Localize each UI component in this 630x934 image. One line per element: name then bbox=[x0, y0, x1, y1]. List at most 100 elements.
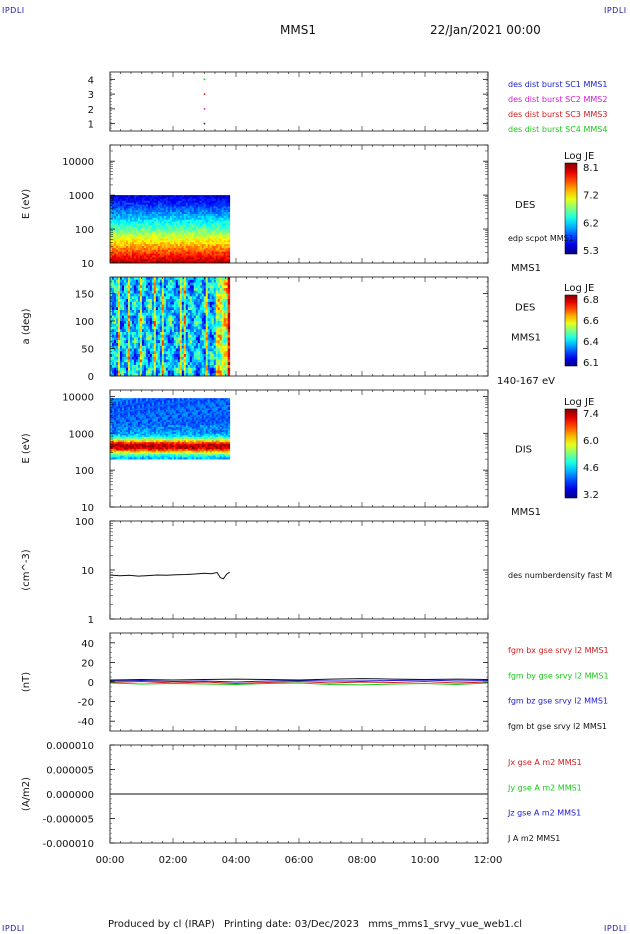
heatmap-cell bbox=[153, 362, 157, 366]
heatmap-cell bbox=[113, 362, 117, 366]
heatmap-cell bbox=[213, 290, 217, 294]
heatmap-cell bbox=[169, 326, 173, 330]
heatmap-cell bbox=[129, 365, 133, 369]
heatmap-cell bbox=[151, 217, 155, 221]
heatmap-cell bbox=[217, 213, 221, 217]
heatmap-cell bbox=[223, 351, 227, 355]
heatmap-cell bbox=[121, 215, 125, 219]
heatmap-cell bbox=[183, 312, 187, 316]
heatmap-cell bbox=[173, 301, 177, 305]
heatmap-cell bbox=[127, 304, 131, 308]
heatmap-cell bbox=[129, 337, 133, 341]
heatmap-cell bbox=[179, 279, 183, 283]
heatmap-cell bbox=[115, 432, 119, 435]
heatmap-cell bbox=[123, 282, 127, 286]
heatmap-cell bbox=[143, 351, 147, 355]
heatmap-cell bbox=[110, 277, 113, 281]
heatmap-cell bbox=[183, 373, 187, 377]
heatmap-cell bbox=[110, 448, 113, 452]
heatmap-cell bbox=[121, 236, 125, 239]
heatmap-cell bbox=[203, 356, 207, 360]
heatmap-cell bbox=[133, 234, 137, 238]
heatmap-cell bbox=[157, 229, 161, 232]
heatmap-cell bbox=[201, 351, 205, 355]
burst-point bbox=[203, 108, 206, 110]
heatmap-cell bbox=[149, 323, 153, 327]
heatmap-cell bbox=[143, 345, 147, 349]
heatmap-cell bbox=[211, 365, 215, 369]
heatmap-cell bbox=[135, 253, 139, 256]
heatmap-cell bbox=[115, 210, 119, 213]
heatmap-cell bbox=[135, 301, 139, 305]
heatmap-cell bbox=[129, 200, 133, 204]
heatmap-cell bbox=[149, 206, 153, 209]
heatmap-cell bbox=[115, 200, 119, 204]
heatmap-cell bbox=[117, 447, 121, 450]
heatmap-cell bbox=[191, 259, 195, 262]
heatmap-cell bbox=[155, 212, 159, 215]
heatmap-cell bbox=[187, 373, 191, 377]
heatmap-cell bbox=[123, 223, 127, 226]
heatmap-cell bbox=[223, 257, 227, 260]
heatmap-cell bbox=[187, 340, 191, 344]
heatmap-cell bbox=[113, 238, 117, 241]
heatmap-cell bbox=[205, 343, 209, 347]
heatmap-cell bbox=[205, 202, 209, 205]
heatmap-cell bbox=[163, 359, 167, 363]
heatmap-cell bbox=[151, 356, 155, 360]
heatmap-cell bbox=[199, 202, 203, 205]
heatmap-cell bbox=[159, 238, 163, 241]
heatmap-cell bbox=[173, 315, 177, 319]
heatmap-cell bbox=[110, 365, 113, 369]
heatmap-cell bbox=[223, 230, 227, 234]
heatmap-cell bbox=[181, 288, 185, 292]
heatmap-cell bbox=[117, 277, 121, 281]
heatmap-cell bbox=[169, 337, 173, 341]
heatmap-cell bbox=[147, 240, 151, 243]
heatmap-cell bbox=[175, 323, 179, 327]
heatmap-cell bbox=[135, 370, 139, 374]
heatmap-cell bbox=[225, 373, 229, 377]
heatmap-cell bbox=[205, 310, 209, 314]
heatmap-cell bbox=[119, 227, 123, 230]
heatmap-cell bbox=[137, 307, 141, 311]
heatmap-cell bbox=[127, 334, 131, 338]
heatmap-cell bbox=[161, 340, 165, 344]
heatmap-cell bbox=[211, 261, 215, 264]
heatmap-cell bbox=[127, 310, 131, 314]
heatmap-cell bbox=[143, 223, 147, 226]
heatmap-cell bbox=[221, 217, 225, 221]
heatmap-cell bbox=[119, 312, 123, 316]
heatmap-cell bbox=[159, 307, 163, 311]
heatmap-cell bbox=[155, 299, 159, 303]
heatmap-cell bbox=[167, 318, 171, 322]
heatmap-cell bbox=[127, 210, 131, 213]
heatmap-cell bbox=[183, 345, 187, 349]
heatmap-cell bbox=[112, 455, 115, 458]
heatmap-cell bbox=[173, 221, 177, 224]
heatmap-cell bbox=[112, 365, 115, 369]
heatmap-cell bbox=[153, 348, 157, 352]
heatmap-cell bbox=[117, 221, 121, 224]
heatmap-cell bbox=[117, 329, 121, 333]
heatmap-cell bbox=[119, 301, 123, 305]
heatmap-cell bbox=[149, 277, 153, 281]
heatmap-cell bbox=[141, 279, 145, 283]
heatmap-cell bbox=[119, 457, 123, 460]
heatmap-cell bbox=[117, 426, 121, 430]
heatmap-cell bbox=[145, 246, 149, 249]
heatmap-cell bbox=[175, 307, 179, 311]
heatmap-cell bbox=[167, 198, 171, 202]
heatmap-cell bbox=[171, 215, 175, 219]
heatmap-cell bbox=[115, 255, 119, 258]
heatmap-cell bbox=[141, 253, 145, 256]
heatmap-cell bbox=[195, 244, 199, 247]
heatmap-cell bbox=[201, 285, 205, 289]
heatmap-cell bbox=[185, 217, 189, 221]
heatmap-cell bbox=[167, 315, 171, 319]
heatmap-cell bbox=[110, 420, 113, 423]
heatmap-cell bbox=[213, 197, 217, 200]
heatmap-cell bbox=[110, 312, 113, 316]
heatmap-cell bbox=[139, 217, 143, 221]
heatmap-cell bbox=[161, 288, 165, 292]
